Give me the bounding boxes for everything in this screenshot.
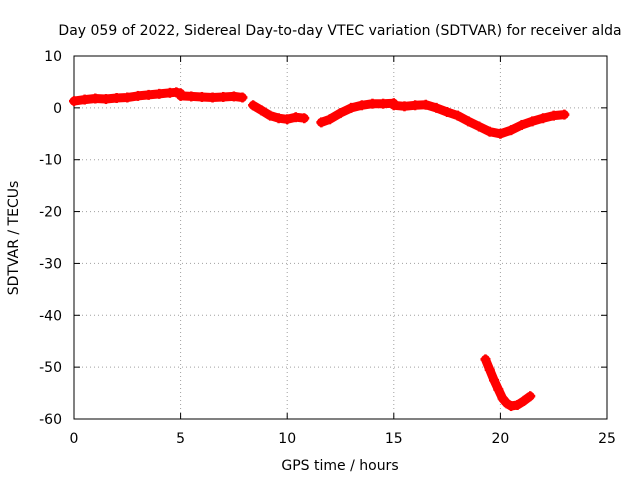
data-point: [484, 126, 495, 137]
x-tick-label: 15: [385, 431, 403, 447]
data-point: [196, 91, 207, 102]
series-line-segment-6: [481, 354, 535, 411]
data-point: [378, 98, 389, 109]
data-point: [316, 117, 327, 128]
data-point: [497, 393, 508, 404]
y-tick-label: -50: [39, 360, 62, 376]
data-point: [525, 391, 536, 402]
data-point: [132, 90, 143, 101]
y-tick-label: 0: [53, 101, 62, 117]
data-point: [237, 92, 248, 103]
data-point: [248, 100, 259, 111]
x-tick-label: 10: [278, 431, 296, 447]
data-point: [143, 89, 154, 100]
data-point: [265, 110, 276, 121]
data-point: [493, 384, 504, 395]
data-point: [218, 91, 229, 102]
tick-labels: 0 5 10 15 20 25 10 0 -10 -20 -30 -40 -50 -60: [39, 49, 616, 447]
data-point: [69, 96, 79, 107]
data-point: [79, 94, 90, 105]
data-point: [474, 121, 485, 132]
data-point: [111, 93, 122, 104]
data-point: [122, 92, 133, 103]
chart-title: Day 059 of 2022, Sidereal Day-to-day VTE…: [58, 23, 621, 39]
x-tick-label: 5: [176, 431, 185, 447]
data-point: [282, 114, 293, 125]
x-tick-label: 0: [70, 431, 79, 447]
data-point: [452, 110, 463, 121]
data-point: [518, 395, 529, 406]
data-point: [399, 101, 410, 112]
data-point: [410, 100, 421, 111]
y-tick-label: -30: [39, 256, 62, 272]
data-point: [335, 108, 346, 119]
data-point: [346, 102, 357, 113]
data-point: [186, 91, 197, 102]
data-point: [548, 110, 559, 121]
data-point: [388, 100, 399, 111]
data-point: [290, 112, 301, 123]
y-tick-label: -60: [39, 412, 62, 428]
data-point: [228, 91, 239, 102]
y-tick-label: -10: [39, 153, 62, 169]
data-point: [299, 113, 310, 124]
data-series: [69, 87, 570, 412]
data-point: [480, 354, 491, 365]
data-point: [527, 116, 538, 127]
y-tick-label: 10: [44, 49, 62, 65]
data-point: [559, 109, 570, 120]
data-point: [100, 94, 111, 105]
data-point: [207, 92, 218, 103]
data-point: [273, 113, 284, 124]
data-point: [538, 113, 549, 124]
data-point: [484, 364, 495, 375]
data-point: [324, 114, 335, 125]
data-point: [154, 88, 165, 99]
data-point: [506, 125, 517, 136]
data-point: [356, 100, 367, 111]
x-axis-label: GPS time / hours: [281, 458, 398, 474]
data-point: [489, 375, 500, 386]
data-point: [431, 102, 442, 113]
data-point: [512, 399, 523, 410]
data-point: [367, 98, 378, 109]
y-tick-label: -40: [39, 308, 62, 324]
data-point: [90, 93, 101, 104]
data-point: [442, 107, 453, 118]
x-tick-label: 25: [598, 431, 616, 447]
y-axis-label: SDTVAR / TECUs: [6, 181, 22, 296]
x-tick-label: 20: [491, 431, 509, 447]
data-point: [256, 105, 267, 116]
data-point: [420, 99, 431, 110]
data-point: [516, 119, 527, 130]
data-point: [463, 116, 474, 127]
data-point: [495, 128, 506, 139]
plot-frame: [73, 55, 608, 420]
data-point: [175, 90, 186, 101]
y-tick-label: -20: [39, 205, 62, 221]
